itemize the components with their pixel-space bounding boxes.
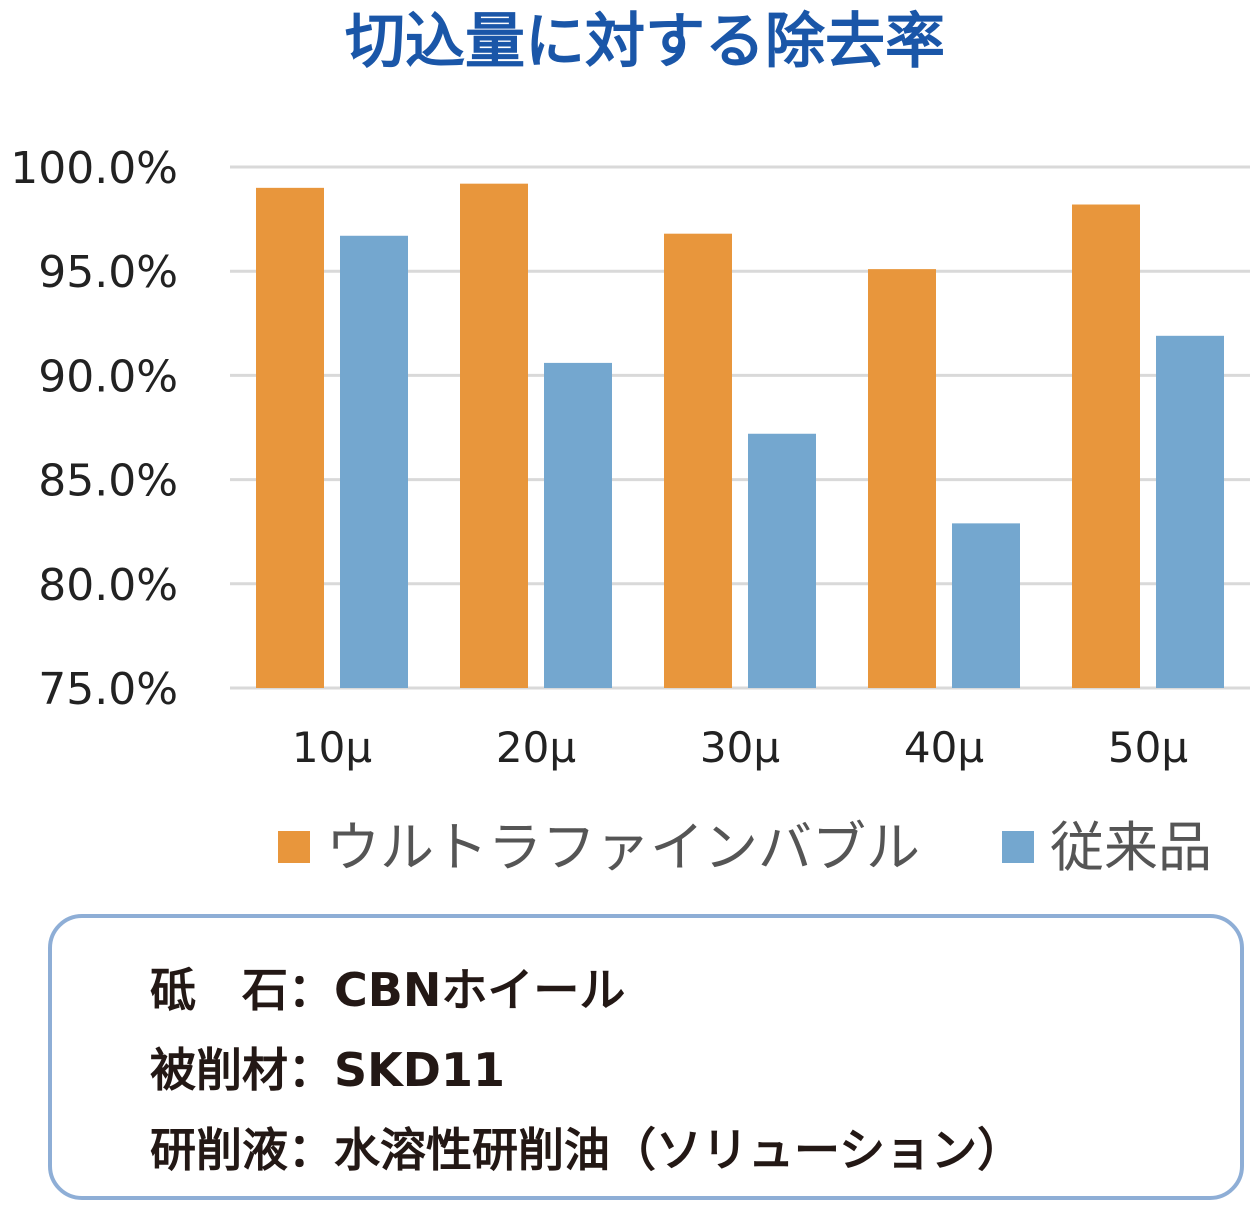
x-tick-label: 10μ [292,723,372,772]
bars [256,183,1224,689]
condition-label: 被削材 [150,1043,288,1097]
x-tick-label: 40μ [904,723,984,772]
conditions-box: 砥 石：CBNホイール 被削材：SKD11 研削液：水溶性研削油（ソリューション… [48,914,1244,1200]
condition-workpiece: 被削材：SKD11 [150,1034,505,1100]
bar-ufb [460,183,528,688]
condition-label: 砥 石 [150,963,288,1017]
chart-title: 切込量に対する除去率 [345,7,945,77]
y-tick-label: 90.0% [38,351,178,402]
condition-value: CBNホイール [334,963,626,1017]
y-tick-label: 80.0% [38,560,178,611]
y-tick-label: 100.0% [10,143,178,194]
condition-separator: ： [288,1043,334,1097]
y-tick-label: 75.0% [38,664,178,715]
legend: ウルトラファインバブル 従来品 [278,816,1212,879]
condition-value: 水溶性研削油（ソリューション） [334,1123,1024,1177]
condition-grinding-wheel: 砥 石：CBNホイール [150,954,625,1020]
x-tick-label: 20μ [496,723,576,772]
legend-swatch [1002,831,1034,863]
condition-coolant: 研削液：水溶性研削油（ソリューション） [150,1114,1023,1180]
y-tick-label: 95.0% [38,247,178,298]
legend-label: 従来品 [1050,816,1212,879]
bar-conventional [340,235,408,688]
bar-conventional [544,362,612,688]
condition-label: 研削液 [150,1123,288,1177]
legend-label: ウルトラファインバブル [326,816,920,879]
condition-separator: ： [288,1123,334,1177]
condition-separator: ： [288,963,334,1017]
x-tick-label: 50μ [1108,723,1188,772]
bar-conventional [952,523,1020,688]
bar-ufb [1072,204,1140,688]
y-axis-ticks: 75.0% 80.0% 85.0% 90.0% 95.0% 100.0% [10,143,178,715]
bar-conventional [1156,335,1224,688]
bar-conventional [748,433,816,688]
x-tick-label: 30μ [700,723,780,772]
y-tick-label: 85.0% [38,456,178,507]
bar-ufb [868,269,936,688]
condition-value: SKD11 [334,1043,505,1097]
bar-ufb [664,233,732,689]
x-axis-ticks: 10μ 20μ 30μ 40μ 50μ [292,723,1188,772]
bar-chart: 切込量に対する除去率 75.0% 80.0% 85.0% 90.0% 95.0% 100.… [10,7,1250,879]
bar-ufb [256,187,324,688]
legend-swatch [278,831,310,863]
